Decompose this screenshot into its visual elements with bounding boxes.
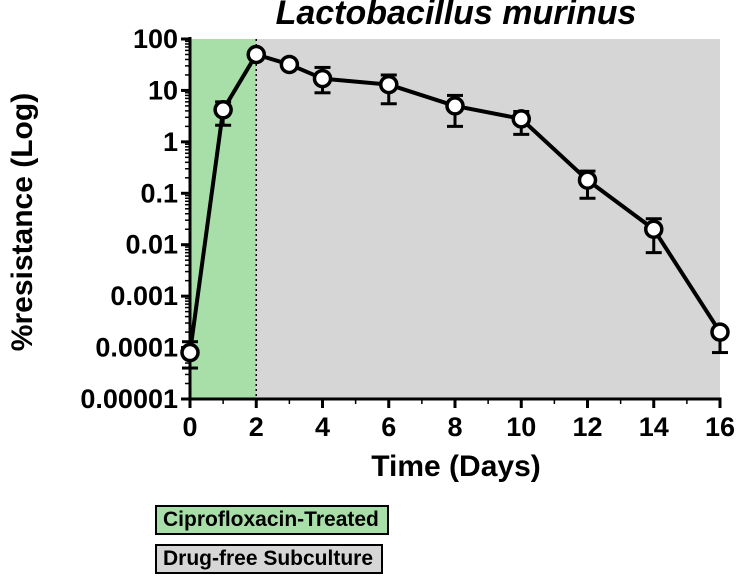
y-tick-label: 100	[133, 24, 178, 54]
y-tick-label: 0.001	[110, 281, 178, 311]
y-axis-label: %resistance (Log)	[6, 93, 39, 351]
data-point	[445, 96, 465, 116]
y-tick-label: 1	[163, 127, 178, 157]
axes: 0.00001 0.0001 0.001 0.01 0.1 1 10 100 0 2 4 6 8 10 12…	[80, 24, 735, 442]
data-point	[710, 322, 730, 342]
data-point	[379, 74, 399, 95]
x-tick-label: 16	[705, 412, 735, 442]
y-tick-label: 0.00001	[80, 384, 178, 414]
y-tick-label: 0.0001	[95, 333, 178, 363]
x-tick-label: 2	[249, 412, 264, 442]
region-0	[190, 39, 257, 399]
x-tick-label: 4	[315, 412, 330, 442]
y-tick-label: 10	[148, 75, 178, 105]
legend-item-ciprofloxacin-treated: Ciprofloxacin-Treated	[155, 505, 389, 535]
data-point	[213, 100, 233, 120]
x-tick-label: 10	[506, 412, 536, 442]
x-axis-label: Time (Days)	[371, 450, 541, 483]
data-point	[312, 68, 333, 89]
y-tick-label: 0.01	[125, 230, 178, 260]
series-group	[180, 44, 730, 370]
data-point	[279, 54, 300, 75]
data-point	[246, 44, 266, 65]
x-tick-label: 14	[639, 412, 669, 442]
data-point	[644, 219, 664, 239]
x-tick-label: 6	[381, 412, 396, 442]
data-point	[511, 109, 531, 129]
y-tick-label: 0.1	[140, 178, 178, 208]
legend-item-drug-free-subculture: Drug-free Subculture	[155, 544, 384, 574]
x-tick-label: 12	[572, 412, 602, 442]
chart-title: Lactobacillus murinus	[276, 0, 637, 32]
data-point	[180, 342, 200, 363]
x-tick-label: 8	[447, 412, 462, 442]
x-tick-label: 0	[182, 412, 197, 442]
data-point	[577, 170, 598, 190]
